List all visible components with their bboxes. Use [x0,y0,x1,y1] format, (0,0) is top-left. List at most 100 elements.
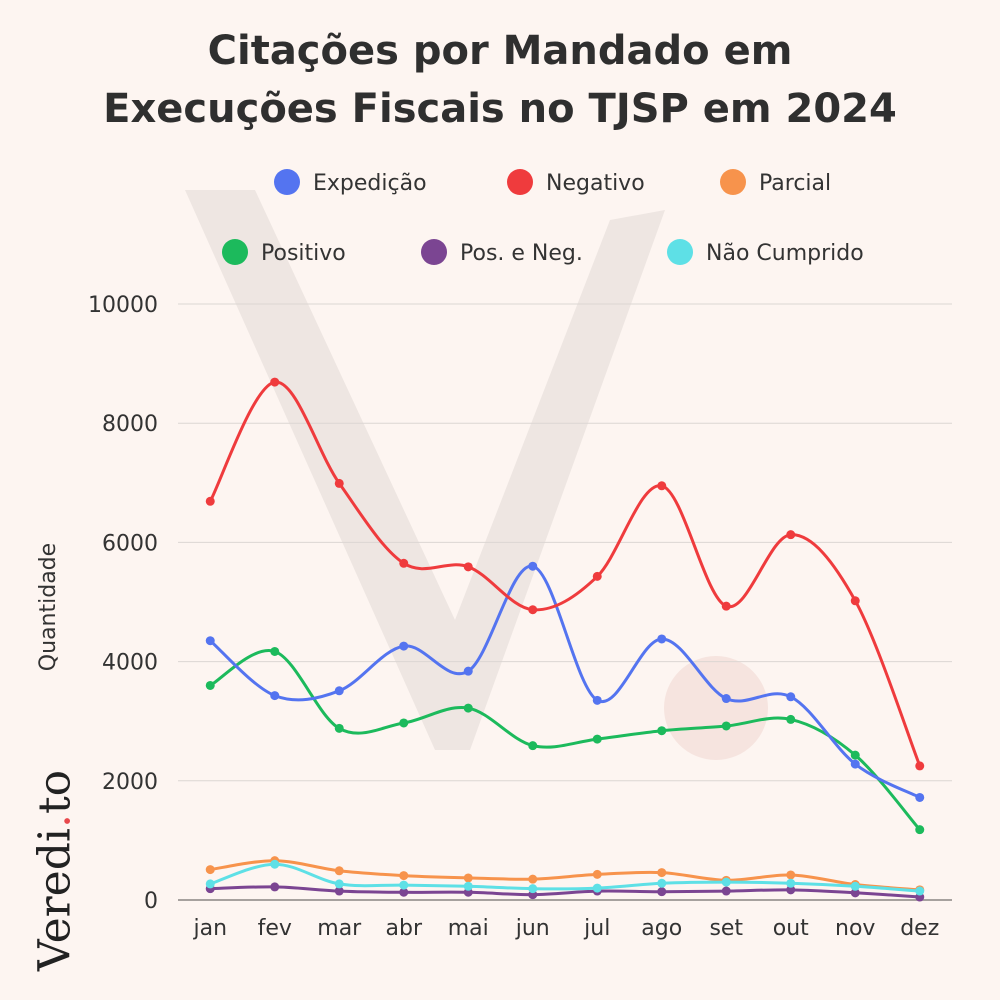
x-tick-label: out [773,916,809,941]
legend-label: Parcial [759,171,831,196]
data-point-positivo [657,726,667,736]
legend-label: Pos. e Neg. [460,241,583,266]
legend-item-parcial: Parcial [720,169,831,196]
data-point-pos-e-neg [850,888,860,898]
series-negativo [205,377,925,771]
data-point-pos-e-neg [270,882,280,892]
data-point-expedicao [205,636,215,646]
legend-marker [720,169,746,195]
x-tick-label: abr [386,916,423,941]
data-point-negativo [528,605,538,615]
data-point-parcial [334,866,344,876]
data-point-negativo [592,571,602,581]
data-point-positivo [205,680,215,690]
data-point-expedicao [915,792,925,802]
series-line-pos-e-neg [210,885,920,899]
data-point-nao-cumprido [850,881,860,891]
data-point-parcial [786,870,796,880]
data-point-parcial [205,865,215,875]
x-tick-label: nov [835,916,875,941]
data-point-negativo [721,601,731,611]
data-point-parcial [463,873,473,883]
legend-label: Expedição [313,171,427,196]
data-point-positivo [334,723,344,733]
data-point-negativo [334,478,344,488]
legend-marker [507,169,533,195]
data-point-pos-e-neg [657,887,667,897]
data-point-parcial [592,869,602,879]
series-line-negativo [208,380,922,767]
series-parcial [205,856,925,895]
y-tick-label: 4000 [102,651,158,676]
x-tick-label: jul [583,916,610,941]
data-point-nao-cumprido [270,859,280,869]
data-point-nao-cumprido [205,879,215,889]
x-tick-label: ago [641,916,682,941]
data-point-nao-cumprido [915,886,925,896]
legend-label: Positivo [261,241,346,266]
data-point-negativo [270,377,280,387]
data-point-positivo [399,718,409,728]
data-point-positivo [850,750,860,760]
data-point-positivo [528,741,538,751]
data-point-negativo [399,558,409,568]
chart-title: Citações por Mandado em Execuções Fiscai… [0,22,1000,138]
legend-marker [421,239,447,265]
legend-marker [667,239,693,265]
x-tick-label: mar [317,916,362,941]
data-point-expedicao [334,686,344,696]
veredito-logo: Veredi.to [29,769,81,972]
data-point-pos-e-neg [721,886,731,896]
data-point-expedicao [592,695,602,705]
legend-item-pos-e-neg: Pos. e Neg. [421,239,583,266]
y-axis-label: Quantidade [36,543,61,671]
data-point-negativo [850,596,860,606]
series-nao-cumprido [205,859,925,896]
series-line-nao-cumprido [209,862,920,893]
data-point-positivo [721,721,731,731]
data-point-negativo [657,481,667,491]
series-line-parcial [210,859,920,892]
data-point-parcial [528,874,538,884]
legend-item-negativo: Negativo [507,169,645,196]
data-point-nao-cumprido [721,877,731,887]
data-point-positivo [786,714,796,724]
data-point-expedicao [399,641,409,651]
data-point-expedicao [463,666,473,676]
data-point-nao-cumprido [592,883,602,893]
data-point-pos-e-neg [334,886,344,896]
legend-item-nao-cumprido: Não Cumprido [667,239,864,266]
data-point-positivo [592,734,602,744]
legend-item-positivo: Positivo [222,239,346,266]
x-tick-label: mai [448,916,489,941]
watermark-v-logo [185,190,768,760]
x-tick-label: jun [515,916,550,941]
series-expedicao [205,561,925,802]
legend-item-expedicao: Expedição [274,169,427,196]
x-tick-label: set [709,916,743,941]
data-point-positivo [270,646,280,656]
y-tick-label: 8000 [102,412,158,437]
y-tick-label: 10000 [88,293,158,318]
y-tick-label: 6000 [102,531,158,556]
data-point-parcial [657,868,667,878]
legend-label: Não Cumprido [706,241,864,266]
x-tick-label: dez [900,916,939,941]
data-point-pos-e-neg [399,887,409,897]
y-tick-label: 2000 [102,770,158,795]
y-tick-label: 0 [144,889,158,914]
x-tick-label: fev [258,916,292,941]
data-point-expedicao [657,634,667,644]
data-point-nao-cumprido [463,881,473,891]
data-point-nao-cumprido [657,878,667,888]
data-point-nao-cumprido [528,884,538,894]
series-positivo [205,646,925,835]
data-point-positivo [915,825,925,835]
data-point-nao-cumprido [786,878,796,888]
data-point-pos-e-neg [786,885,796,895]
data-point-parcial [399,871,409,881]
chart-title-line-1: Citações por Mandado em [207,28,793,74]
data-point-nao-cumprido [399,880,409,890]
data-point-negativo [786,530,796,540]
